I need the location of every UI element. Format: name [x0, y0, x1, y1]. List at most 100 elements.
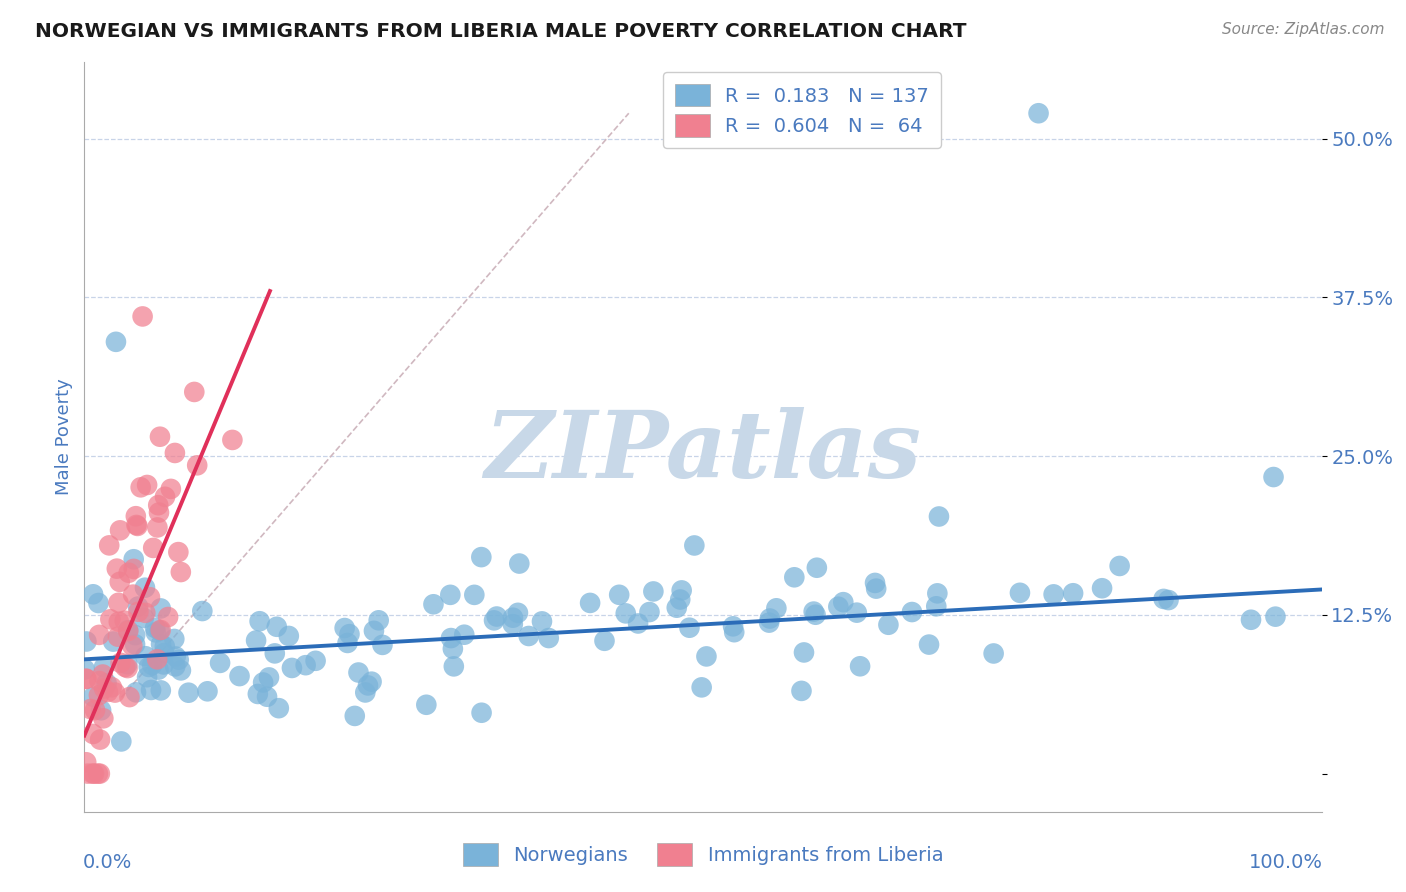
Point — [93, 711, 115, 725]
Point — [695, 649, 717, 664]
Point — [209, 656, 232, 670]
Point — [149, 430, 172, 444]
Point — [134, 581, 156, 595]
Point — [263, 646, 285, 660]
Point — [91, 667, 114, 681]
Point — [793, 645, 815, 659]
Point — [153, 640, 176, 654]
Point — [832, 595, 855, 609]
Point — [678, 621, 700, 635]
Point — [790, 684, 813, 698]
Point — [153, 646, 176, 660]
Point — [877, 617, 900, 632]
Point — [627, 616, 650, 631]
Point — [901, 605, 924, 619]
Point — [638, 605, 661, 619]
Point — [89, 766, 111, 780]
Point — [1263, 470, 1285, 484]
Point — [82, 727, 104, 741]
Point — [1091, 581, 1114, 595]
Point — [683, 539, 706, 553]
Point — [149, 623, 172, 637]
Point — [89, 674, 111, 689]
Point — [124, 628, 146, 642]
Point — [177, 686, 200, 700]
Point — [138, 660, 160, 674]
Point — [160, 482, 183, 496]
Point — [252, 675, 274, 690]
Point — [333, 621, 356, 635]
Point — [1153, 591, 1175, 606]
Point — [453, 628, 475, 642]
Point — [294, 658, 316, 673]
Point — [197, 684, 219, 698]
Point — [443, 659, 465, 673]
Point — [918, 638, 941, 652]
Point — [82, 766, 104, 780]
Point — [783, 570, 806, 584]
Point — [863, 576, 886, 591]
Text: 0.0%: 0.0% — [83, 853, 132, 872]
Point — [141, 658, 163, 673]
Point — [803, 605, 825, 619]
Point — [281, 661, 304, 675]
Point — [79, 702, 101, 716]
Point — [134, 649, 156, 664]
Point — [1028, 106, 1050, 120]
Point — [139, 591, 162, 605]
Point — [245, 633, 267, 648]
Point — [97, 685, 120, 699]
Point — [441, 641, 464, 656]
Point — [121, 639, 143, 653]
Point — [336, 636, 359, 650]
Point — [122, 552, 145, 566]
Point — [257, 670, 280, 684]
Point — [765, 601, 787, 615]
Point — [371, 638, 394, 652]
Point — [93, 681, 115, 696]
Point — [665, 600, 688, 615]
Point — [439, 588, 461, 602]
Point — [256, 690, 278, 704]
Point — [148, 498, 170, 512]
Point — [508, 557, 530, 571]
Point — [183, 384, 205, 399]
Point — [110, 734, 132, 748]
Point — [136, 478, 159, 492]
Point — [354, 685, 377, 699]
Point — [134, 606, 156, 620]
Point — [865, 582, 887, 596]
Point — [360, 674, 382, 689]
Point — [485, 609, 508, 624]
Point — [93, 660, 115, 674]
Point — [149, 601, 172, 615]
Point — [103, 634, 125, 648]
Point — [537, 631, 560, 645]
Point — [579, 596, 602, 610]
Point — [125, 685, 148, 699]
Point — [163, 446, 186, 460]
Point — [1062, 586, 1084, 600]
Point — [806, 560, 828, 574]
Point — [139, 683, 162, 698]
Point — [927, 586, 949, 600]
Point — [146, 652, 169, 666]
Point — [470, 550, 492, 565]
Point — [367, 613, 389, 627]
Point — [671, 583, 693, 598]
Point — [163, 632, 186, 646]
Point — [983, 647, 1005, 661]
Point — [83, 766, 105, 780]
Point — [143, 621, 166, 635]
Point — [131, 310, 153, 324]
Point — [614, 607, 637, 621]
Point — [690, 681, 713, 695]
Point — [118, 690, 141, 705]
Point — [463, 588, 485, 602]
Point — [1157, 593, 1180, 607]
Point — [98, 538, 121, 552]
Point — [150, 637, 173, 651]
Point — [506, 606, 529, 620]
Point — [170, 565, 193, 579]
Point — [422, 597, 444, 611]
